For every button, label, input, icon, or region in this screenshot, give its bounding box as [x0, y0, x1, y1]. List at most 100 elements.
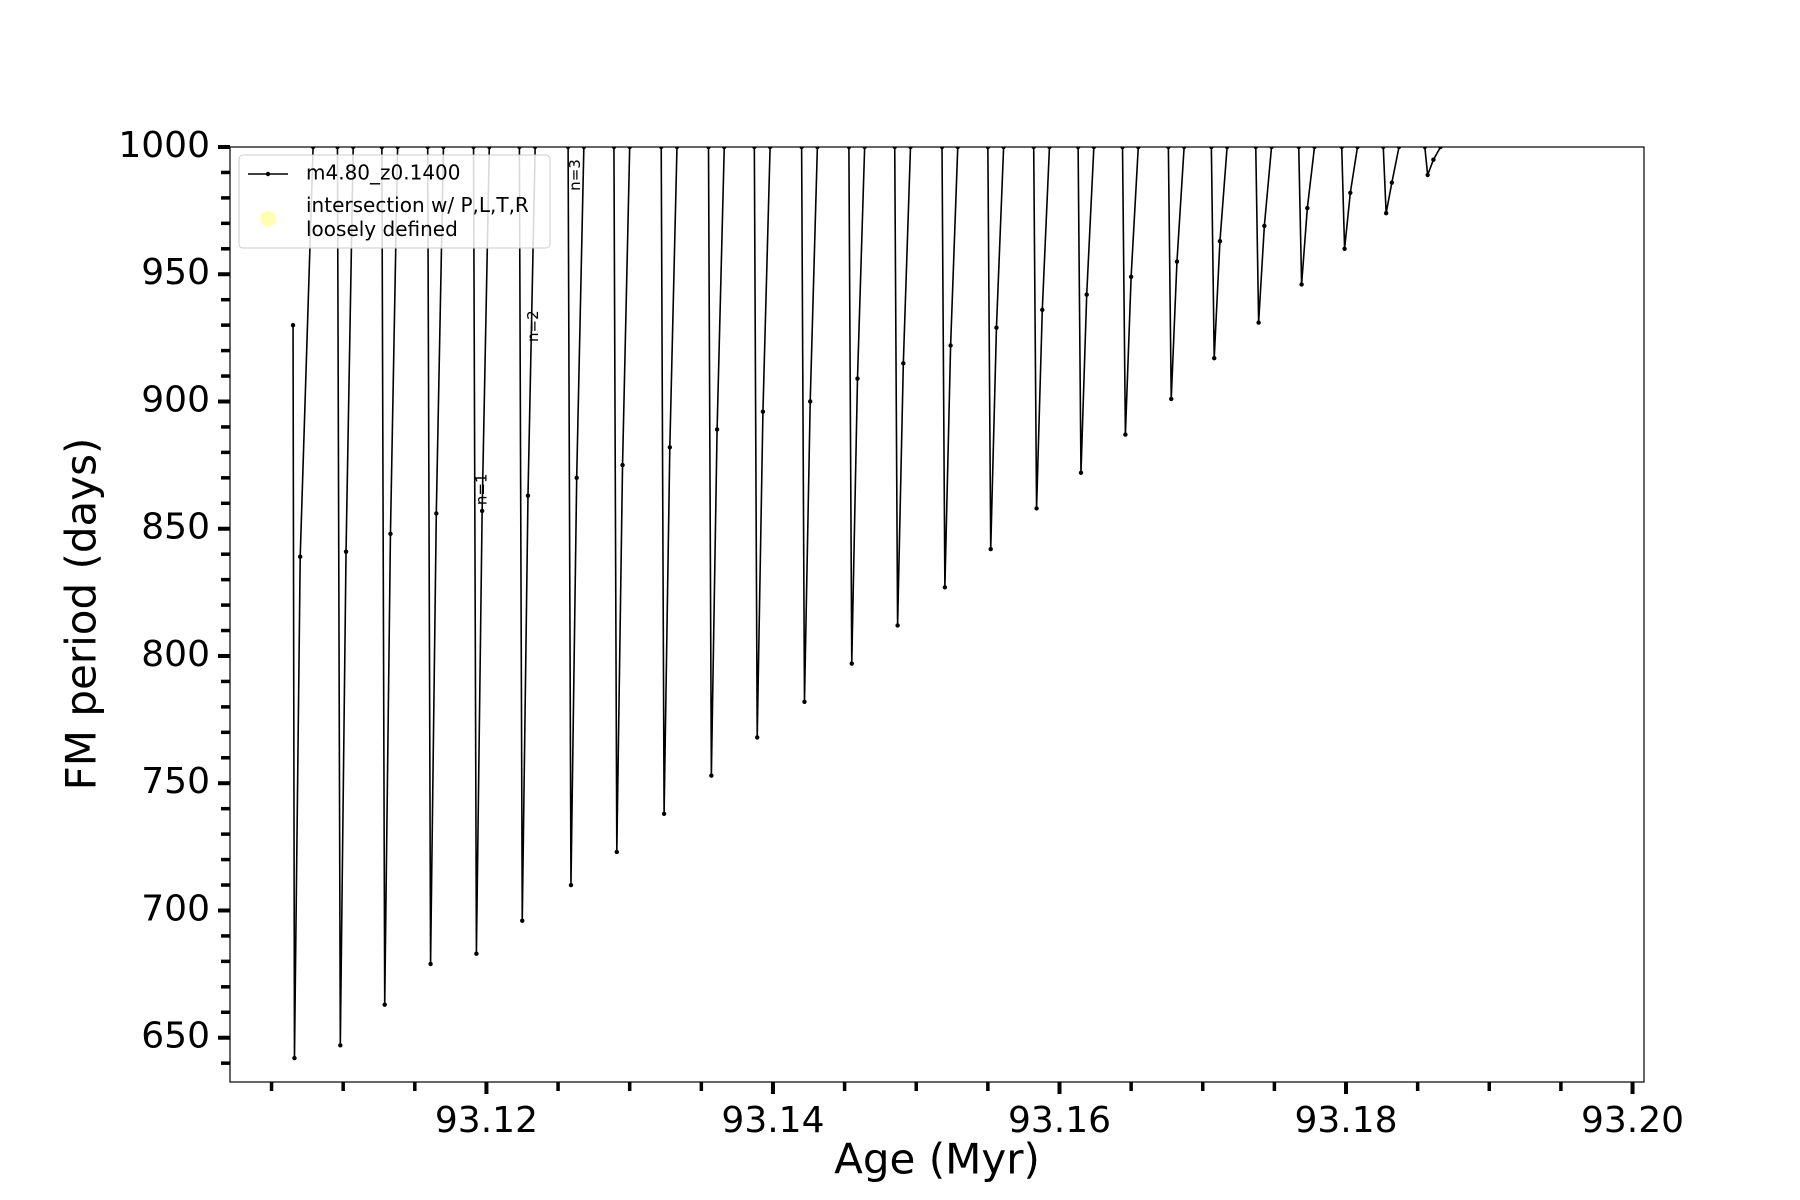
series-marker — [474, 951, 479, 956]
series-marker — [760, 409, 766, 414]
series-marker — [849, 661, 854, 666]
series-marker — [1381, 147, 1386, 150]
series-marker — [722, 147, 727, 150]
series-marker — [1217, 238, 1223, 244]
series-marker — [425, 147, 430, 150]
series-marker — [939, 147, 945, 150]
series-marker — [942, 585, 948, 590]
series-marker — [661, 811, 667, 816]
series-marker — [1001, 147, 1006, 150]
series-marker — [517, 147, 522, 150]
series-marker — [1312, 147, 1317, 150]
series-marker — [620, 462, 625, 468]
x-axis-label: Age (Myr) — [834, 1135, 1040, 1184]
series-marker — [382, 1002, 387, 1007]
series-marker — [1091, 147, 1097, 150]
series-marker — [659, 147, 664, 150]
series-marker — [1348, 190, 1353, 196]
series-marker — [1169, 396, 1174, 402]
annotation: n=3 — [566, 159, 584, 191]
plot-area — [290, 147, 1443, 1061]
series-marker — [1078, 470, 1084, 475]
series-marker — [901, 361, 906, 366]
series-marker — [297, 554, 303, 559]
series-marker — [1181, 147, 1187, 150]
x-tick-label: 93.20 — [1581, 1100, 1684, 1141]
series-marker — [1040, 307, 1045, 313]
series-marker — [1136, 147, 1141, 150]
series-marker — [994, 325, 999, 330]
y-tick-label: 900 — [141, 379, 210, 420]
y-tick-label: 750 — [141, 761, 210, 802]
series-marker — [1034, 506, 1039, 511]
y-tick-label: 950 — [141, 252, 210, 293]
legend-marker — [260, 211, 276, 227]
series-marker — [948, 343, 953, 348]
y-tick-label: 850 — [141, 507, 210, 548]
series-marker — [1339, 147, 1344, 150]
x-tick-label: 93.16 — [1008, 1100, 1111, 1141]
series-marker — [627, 147, 632, 150]
series-marker — [1396, 147, 1402, 150]
legend-marker — [265, 171, 271, 177]
series-marker — [1031, 147, 1036, 150]
series-marker — [479, 508, 485, 514]
y-axis-label: FM period (days) — [57, 438, 106, 791]
series-marker — [379, 147, 385, 150]
series-marker — [846, 147, 852, 150]
series-marker — [292, 1055, 297, 1061]
series-marker — [611, 147, 617, 150]
series-marker — [520, 918, 525, 923]
series-marker — [290, 322, 296, 328]
series-marker — [471, 147, 476, 150]
series-marker — [1269, 147, 1274, 150]
series-marker — [441, 147, 446, 150]
series-marker — [338, 1043, 343, 1048]
series-marker — [1047, 147, 1052, 150]
annotation: n=1 — [473, 473, 491, 505]
series-marker — [799, 147, 804, 150]
y-tick-label: 800 — [141, 634, 210, 675]
series-marker — [1212, 356, 1217, 361]
series-marker — [855, 376, 860, 381]
series-marker — [1123, 432, 1128, 437]
series-marker — [667, 445, 673, 450]
series-marker — [525, 493, 531, 498]
series-marker — [908, 147, 913, 150]
x-tick-label: 93.18 — [1294, 1100, 1397, 1141]
series-marker — [1422, 147, 1428, 150]
series-marker — [767, 147, 773, 150]
series-marker — [1296, 147, 1301, 150]
series-marker — [1438, 147, 1443, 150]
series-marker — [565, 147, 571, 150]
series-marker — [574, 475, 579, 481]
series-marker — [988, 546, 993, 552]
series-marker — [808, 399, 813, 404]
series-marker — [752, 147, 757, 150]
series-marker — [614, 849, 620, 855]
legend-label: intersection w/ P,L,T,R loosely defined — [306, 193, 529, 241]
series-marker — [1209, 147, 1214, 150]
series-marker — [487, 147, 492, 150]
series-line — [292, 147, 1442, 1059]
series-marker — [310, 147, 316, 150]
series-marker — [1256, 320, 1261, 325]
series-marker — [351, 147, 356, 150]
series-marker — [1383, 210, 1389, 216]
series-marker — [706, 147, 711, 150]
series-marker — [1120, 147, 1125, 150]
series-marker — [1084, 292, 1089, 297]
series-marker — [1166, 147, 1171, 150]
series-marker — [862, 147, 867, 150]
series-marker — [428, 961, 433, 967]
plot-frame — [229, 146, 1645, 1083]
series-marker — [1299, 282, 1304, 287]
series-marker — [1262, 223, 1267, 229]
series-marker — [1253, 147, 1258, 150]
series-marker — [395, 147, 400, 150]
series-marker — [815, 147, 820, 150]
series-marker — [388, 531, 393, 537]
series-marker — [714, 427, 720, 432]
series-marker — [532, 147, 538, 150]
series-marker — [802, 699, 807, 704]
